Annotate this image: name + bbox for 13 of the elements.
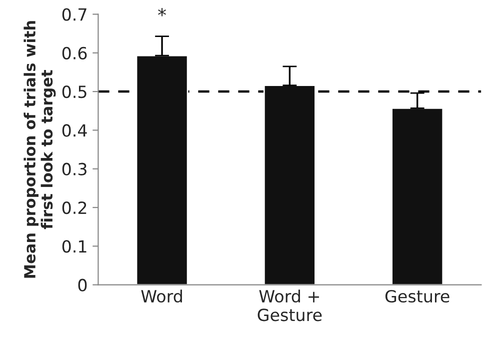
y-tick-label: 0.7 — [62, 8, 86, 21]
annotation: * — [158, 8, 166, 16]
x-tick-label: Word + Gesture — [258, 290, 322, 322]
y-tick-label: 0.1 — [62, 240, 86, 253]
x-tick-label: Word — [141, 290, 182, 303]
y-tick-label: 0.6 — [62, 46, 87, 60]
y-tick-label: 0 — [78, 278, 87, 292]
y-tick-label: 0.5 — [62, 86, 86, 98]
y-tick-label: 0.4 — [62, 124, 87, 137]
x-tick-label: Gesture — [385, 290, 450, 303]
y-axis-title: Mean proportion of trials with first look to target — [24, 21, 56, 278]
y-tick-label: 0.2 — [62, 201, 86, 214]
y-tick-label: 0.3 — [62, 162, 86, 176]
